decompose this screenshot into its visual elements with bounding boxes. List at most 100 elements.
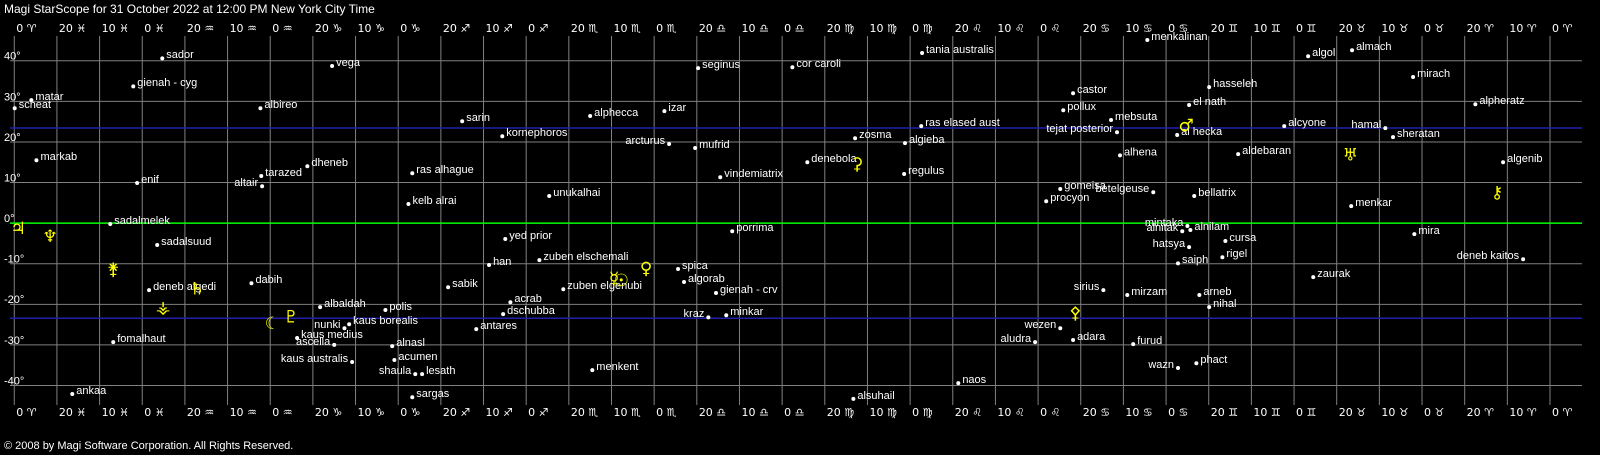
star-label: deneb algedi bbox=[153, 281, 216, 293]
y-tick-label: 40° bbox=[4, 51, 21, 63]
star bbox=[1033, 340, 1038, 345]
x-tick-label-top: 0 ♏ bbox=[656, 22, 676, 35]
x-tick-label-top: 10 ♓ bbox=[102, 22, 129, 35]
star bbox=[920, 51, 925, 56]
star-label: sargas bbox=[416, 388, 450, 400]
star bbox=[318, 305, 323, 310]
star-label: naos bbox=[962, 374, 986, 386]
star bbox=[588, 113, 593, 118]
star bbox=[330, 64, 335, 69]
x-tick-label-top: 20 ♉ bbox=[1339, 22, 1366, 35]
x-tick-label-bottom: 20 ♌ bbox=[955, 406, 982, 419]
star-label: gienah - cyg bbox=[137, 77, 197, 89]
star bbox=[902, 172, 907, 177]
star bbox=[1101, 288, 1106, 293]
star bbox=[1220, 255, 1225, 260]
x-tick-label-top: 20 ♋ bbox=[1083, 22, 1110, 35]
star-label: izar bbox=[668, 102, 686, 114]
star bbox=[332, 342, 337, 347]
star-label: dabih bbox=[255, 274, 282, 286]
x-tick-label-top: 20 ♏ bbox=[571, 22, 598, 35]
planet: ⚶ bbox=[156, 298, 170, 318]
x-tick-label-bottom: 20 ♋ bbox=[1083, 406, 1110, 419]
star bbox=[1176, 261, 1181, 266]
star-label: deneb kaitos bbox=[1457, 250, 1520, 262]
x-tick-label-bottom: 0 ♎ bbox=[784, 406, 804, 419]
star-label: bellatrix bbox=[1198, 187, 1236, 199]
star bbox=[258, 106, 263, 111]
x-tick-label-bottom: 20 ♑ bbox=[315, 406, 342, 419]
x-tick-label-bottom: 20 ♓ bbox=[59, 406, 86, 419]
planet: ♃ bbox=[10, 219, 25, 239]
star bbox=[1391, 135, 1396, 140]
planet: ♄ bbox=[190, 279, 205, 299]
star-label: wazn bbox=[1147, 359, 1174, 371]
y-tick-label: 20° bbox=[4, 132, 21, 144]
star bbox=[1223, 239, 1228, 243]
x-tick-label-bottom: 20 ♍ bbox=[827, 406, 854, 419]
star bbox=[1306, 54, 1311, 59]
star bbox=[730, 229, 735, 234]
star-label: gomeisa bbox=[1064, 180, 1106, 192]
star-label: yed prior bbox=[509, 230, 552, 242]
star-label: menkalinan bbox=[1151, 31, 1207, 43]
star-label: zuben elschemali bbox=[543, 251, 628, 263]
star-label: acumen bbox=[398, 351, 437, 363]
star-label: kelb alrai bbox=[412, 195, 456, 207]
x-tick-label-bottom: 0 ♓ bbox=[144, 406, 164, 419]
x-tick-label-bottom: 10 ♎ bbox=[741, 406, 768, 419]
star-label: ras alhague bbox=[416, 164, 474, 176]
x-tick-label-top: 10 ♐ bbox=[486, 22, 513, 35]
star bbox=[676, 267, 681, 272]
star bbox=[851, 396, 856, 401]
x-tick-label-top: 0 ♑ bbox=[400, 22, 420, 35]
x-tick-label-top: 20 ♈ bbox=[1467, 22, 1494, 35]
x-tick-label-top: 0 ♈ bbox=[1552, 22, 1572, 35]
star-label: kaus medius bbox=[301, 329, 363, 341]
x-tick-label-top: 10 ♉ bbox=[1381, 22, 1408, 35]
star bbox=[662, 109, 667, 114]
x-tick-label-top: 10 ♑ bbox=[358, 22, 385, 35]
y-tick-label: 0° bbox=[4, 213, 15, 225]
x-tick-label-bottom: 20 ♈ bbox=[1467, 406, 1494, 419]
star-label: alphecca bbox=[594, 107, 639, 119]
star bbox=[1349, 204, 1354, 209]
star bbox=[460, 119, 465, 124]
star bbox=[1412, 232, 1417, 237]
star-label: vindemiatrix bbox=[724, 168, 783, 180]
star-label: almach bbox=[1356, 41, 1391, 53]
star-label: menkent bbox=[596, 361, 638, 373]
star-label: saiph bbox=[1182, 254, 1208, 266]
star bbox=[1044, 199, 1049, 204]
planet: ♂ bbox=[1178, 116, 1193, 136]
star-label: cor caroli bbox=[796, 58, 841, 70]
star bbox=[724, 313, 729, 318]
x-tick-label-bottom: 20 ♐ bbox=[443, 406, 470, 419]
star-label: ras elased aust bbox=[925, 117, 1000, 129]
x-tick-label-top: 20 ♊ bbox=[1211, 22, 1238, 35]
x-tick-label-bottom: 0 ♌ bbox=[1040, 406, 1060, 419]
star bbox=[108, 221, 113, 226]
star-label: albaldah bbox=[324, 298, 366, 310]
star-label: sadalsuud bbox=[161, 236, 211, 248]
star-label: vega bbox=[336, 57, 361, 69]
planet: ☾ bbox=[265, 314, 280, 334]
star-label: mira bbox=[1418, 225, 1440, 237]
star bbox=[1383, 126, 1388, 131]
star bbox=[1071, 338, 1076, 343]
star-label: seginus bbox=[702, 59, 740, 71]
star bbox=[696, 66, 701, 71]
x-tick-label-bottom: 0 ♐ bbox=[528, 406, 548, 419]
star-label: scheat bbox=[19, 99, 51, 111]
star-label: mufrid bbox=[699, 139, 730, 151]
star bbox=[1175, 133, 1180, 138]
x-tick-label-bottom: 20 ♉ bbox=[1339, 406, 1366, 419]
star bbox=[1187, 103, 1192, 108]
y-tick-label: 10° bbox=[4, 172, 21, 184]
x-tick-label-top: 10 ♏ bbox=[613, 22, 640, 35]
star bbox=[135, 180, 140, 185]
x-tick-label-top: 0 ♊ bbox=[1296, 22, 1316, 35]
copyright: © 2008 by Magi Software Corporation. All… bbox=[4, 440, 293, 452]
star bbox=[155, 243, 160, 248]
star bbox=[420, 372, 425, 377]
